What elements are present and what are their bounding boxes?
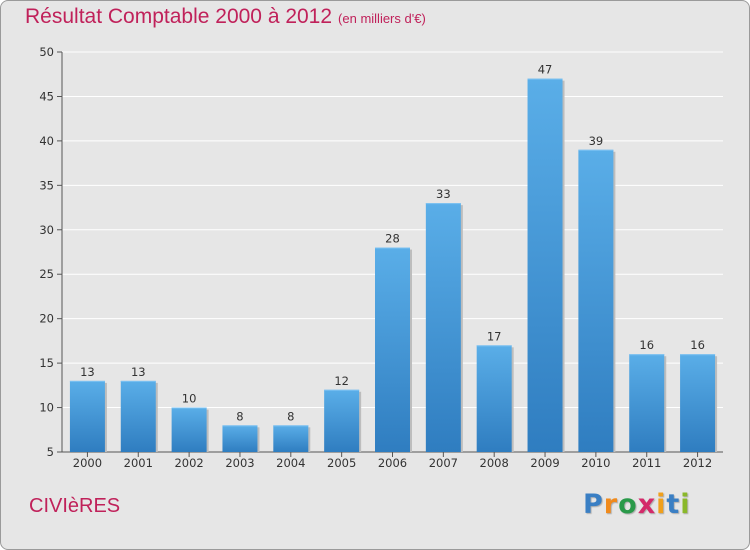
labels: 5 10 15 20 25 30 35 40 45 50 13 2000 13 2001 10 2002 8 20… xyxy=(39,45,712,470)
logo-letter: i xyxy=(656,489,667,520)
x-tick-label: 2000 xyxy=(73,456,102,470)
bar-value-label: 8 xyxy=(287,409,294,423)
x-tick-label: 2012 xyxy=(683,456,712,470)
x-tick-label: 2008 xyxy=(480,456,509,470)
bar-value-label: 16 xyxy=(639,338,654,352)
logo-letter: t xyxy=(666,489,681,520)
bar-2006 xyxy=(375,247,410,452)
chart-title: Résultat Comptable 2000 à 2012 (en millie… xyxy=(25,5,426,29)
commune-name: CIVIèRES xyxy=(29,495,121,517)
logo-letter: x xyxy=(637,489,657,520)
bar-value-label: 17 xyxy=(487,329,502,343)
bar-value-label: 28 xyxy=(385,232,400,246)
logo-letter: r xyxy=(603,489,619,520)
x-tick-label: 2003 xyxy=(225,456,254,470)
bar-2000 xyxy=(69,380,105,452)
bar-2007 xyxy=(425,203,461,452)
bar-2008 xyxy=(476,345,512,452)
bar-value-label: 33 xyxy=(436,187,451,201)
bar-2002 xyxy=(171,407,207,452)
bar-value-label: 39 xyxy=(589,134,604,148)
bar-2011 xyxy=(629,354,665,452)
y-tick-label: 45 xyxy=(39,89,54,103)
bar-2003 xyxy=(222,425,258,452)
x-tick-label: 2001 xyxy=(124,456,153,470)
chart-unit: (en milliers d'€) xyxy=(338,11,426,26)
x-tick-label: 2004 xyxy=(276,456,305,470)
bar-value-label: 47 xyxy=(538,63,553,77)
bar-value-label: 13 xyxy=(131,365,146,379)
x-tick-label: 2002 xyxy=(174,456,203,470)
x-tick-label: 2010 xyxy=(581,456,610,470)
proxiti-logo: Proxiti xyxy=(583,489,691,520)
bar-2012 xyxy=(680,354,716,452)
bars xyxy=(69,78,718,453)
x-tick-label: 2007 xyxy=(429,456,458,470)
logo-letter: i xyxy=(680,489,691,520)
y-tick-label: 10 xyxy=(39,401,54,415)
y-tick-label: 20 xyxy=(39,312,54,326)
x-tick-label: 2009 xyxy=(530,456,559,470)
y-tick-label: 35 xyxy=(39,178,54,192)
y-tick-label: 40 xyxy=(39,134,54,148)
bar-value-label: 12 xyxy=(334,374,349,388)
bar-value-label: 13 xyxy=(80,365,95,379)
bar-2010 xyxy=(578,149,614,452)
x-tick-label: 2005 xyxy=(327,456,356,470)
y-tick-label: 30 xyxy=(39,223,54,237)
y-tick-label: 50 xyxy=(39,45,54,59)
y-tick-label: 25 xyxy=(39,267,54,281)
x-tick-label: 2006 xyxy=(378,456,407,470)
bar-value-label: 16 xyxy=(690,338,705,352)
bar-2004 xyxy=(273,425,309,452)
y-tick-label: 5 xyxy=(47,445,54,459)
logo-letter: o xyxy=(618,489,638,520)
logo-letter: P xyxy=(583,489,604,520)
bar-value-label: 10 xyxy=(182,392,197,406)
bar-value-label: 8 xyxy=(236,409,243,423)
bar-2001 xyxy=(120,380,156,452)
bar-2009 xyxy=(527,78,563,453)
y-tick-label: 15 xyxy=(39,356,54,370)
bar-2005 xyxy=(324,389,360,452)
x-tick-label: 2011 xyxy=(632,456,661,470)
chart-title-text: Résultat Comptable 2000 à 2012 xyxy=(25,5,333,28)
